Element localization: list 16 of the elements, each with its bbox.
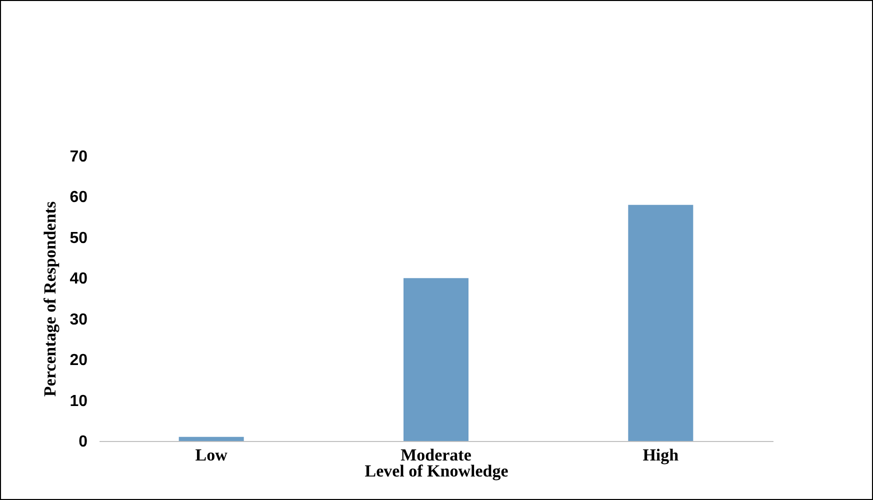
y-tick-label: 50 — [70, 230, 88, 247]
x-tick-label: High — [642, 446, 680, 464]
x-tick-label: Moderate — [400, 446, 472, 464]
x-tick-label: Low — [195, 446, 228, 464]
y-tick-label: 20 — [70, 352, 88, 370]
bar — [628, 204, 694, 441]
y-tick-label: 60 — [70, 189, 88, 206]
y-tick-label: 0 — [78, 434, 88, 450]
y-tick-label: 70 — [70, 148, 88, 166]
y-tick-label: 10 — [70, 392, 88, 410]
y-axis-title: Percentage of Respondents — [40, 201, 60, 397]
x-axis-title: Level of Knowledge — [364, 462, 509, 480]
bar — [404, 278, 468, 441]
y-tick-label: 40 — [70, 270, 88, 288]
y-tick-label: 30 — [70, 311, 88, 328]
bar — [178, 436, 244, 441]
